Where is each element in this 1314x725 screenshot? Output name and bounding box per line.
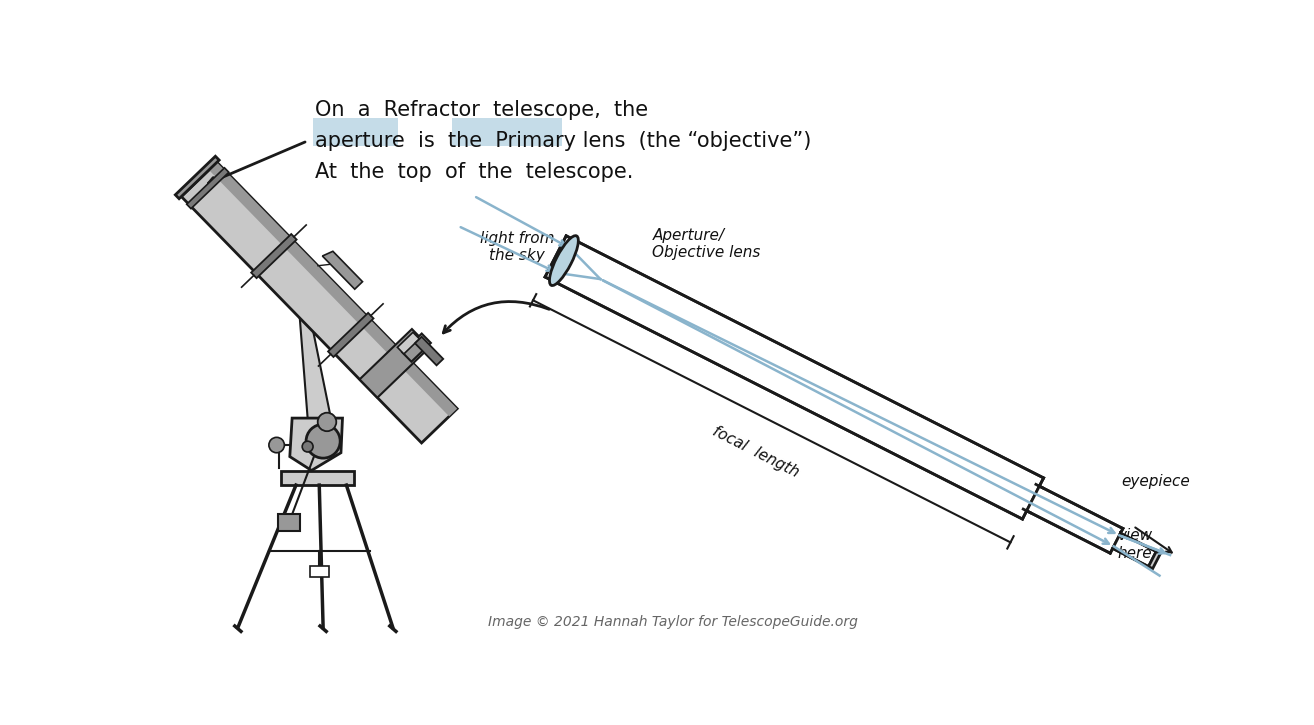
Polygon shape [397, 332, 419, 354]
Polygon shape [279, 514, 300, 531]
FancyBboxPatch shape [313, 117, 398, 146]
Text: eyepiece: eyepiece [1121, 474, 1190, 489]
Polygon shape [545, 236, 1043, 519]
Text: focal  length: focal length [710, 424, 802, 481]
Polygon shape [360, 329, 430, 397]
Text: aperture  is  the  Primary lens  (the “objective”): aperture is the Primary lens (the “objec… [315, 131, 812, 151]
Polygon shape [181, 162, 457, 443]
Polygon shape [1148, 552, 1160, 568]
Polygon shape [1113, 534, 1156, 566]
Ellipse shape [549, 236, 578, 286]
Text: On  a  Refractor  telescope,  the: On a Refractor telescope, the [315, 100, 649, 120]
Polygon shape [402, 334, 431, 362]
Polygon shape [251, 234, 297, 278]
Polygon shape [328, 313, 373, 357]
Polygon shape [322, 252, 363, 289]
Circle shape [306, 424, 340, 458]
Text: Aperture/
Objective lens: Aperture/ Objective lens [653, 228, 761, 260]
FancyBboxPatch shape [452, 117, 562, 146]
Polygon shape [290, 418, 343, 471]
Circle shape [269, 437, 284, 452]
Text: At  the  top  of  the  telescope.: At the top of the telescope. [315, 162, 633, 183]
Polygon shape [175, 157, 219, 199]
Polygon shape [187, 167, 229, 209]
Polygon shape [415, 337, 443, 365]
Text: light from
the sky: light from the sky [480, 231, 555, 263]
Polygon shape [297, 280, 331, 418]
Text: Image © 2021 Hannah Taylor for TelescopeGuide.org: Image © 2021 Hannah Taylor for Telescope… [489, 615, 858, 629]
Circle shape [318, 413, 336, 431]
Polygon shape [310, 566, 328, 578]
Polygon shape [209, 162, 457, 416]
Polygon shape [280, 471, 355, 485]
Polygon shape [1026, 486, 1123, 553]
Text: view
here: view here [1117, 529, 1152, 560]
Circle shape [302, 442, 313, 452]
